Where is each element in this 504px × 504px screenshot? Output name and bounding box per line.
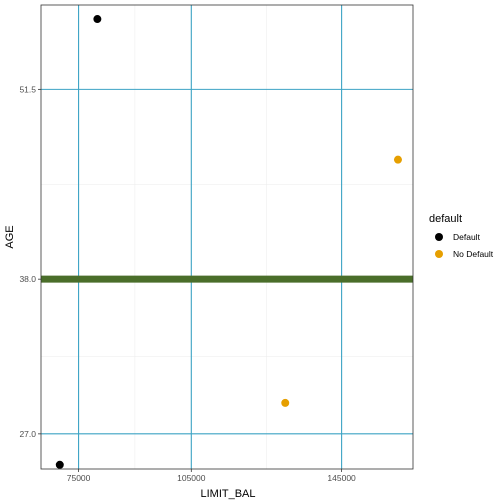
data-point xyxy=(93,15,102,24)
x-tick-label: 75000 xyxy=(67,473,91,483)
y-tick-label: 38.0 xyxy=(19,274,36,284)
x-tick-label: 105000 xyxy=(177,473,206,483)
grid-layer xyxy=(41,5,413,469)
data-points xyxy=(55,15,402,469)
x-tick-label: 145000 xyxy=(327,473,356,483)
x-axis-title: LIMIT_BAL xyxy=(200,488,255,500)
data-point xyxy=(55,460,64,469)
legend-label-default: Default xyxy=(453,232,481,242)
legend: default Default No Default xyxy=(429,213,494,259)
panel-border xyxy=(40,4,414,470)
y-tick-label: 51.5 xyxy=(19,84,36,94)
reference-lines xyxy=(41,5,413,469)
legend-label-no-default: No Default xyxy=(453,249,494,259)
data-point xyxy=(281,398,290,407)
data-point xyxy=(393,155,402,164)
legend-key-no-default xyxy=(435,250,443,258)
axis-ticks: 75000 105000 145000 27.0 38.0 51.5 xyxy=(19,84,356,483)
y-axis-title: AGE xyxy=(4,225,16,248)
y-tick-label: 27.0 xyxy=(19,429,36,439)
legend-key-default xyxy=(435,233,443,241)
legend-title: default xyxy=(429,213,462,225)
